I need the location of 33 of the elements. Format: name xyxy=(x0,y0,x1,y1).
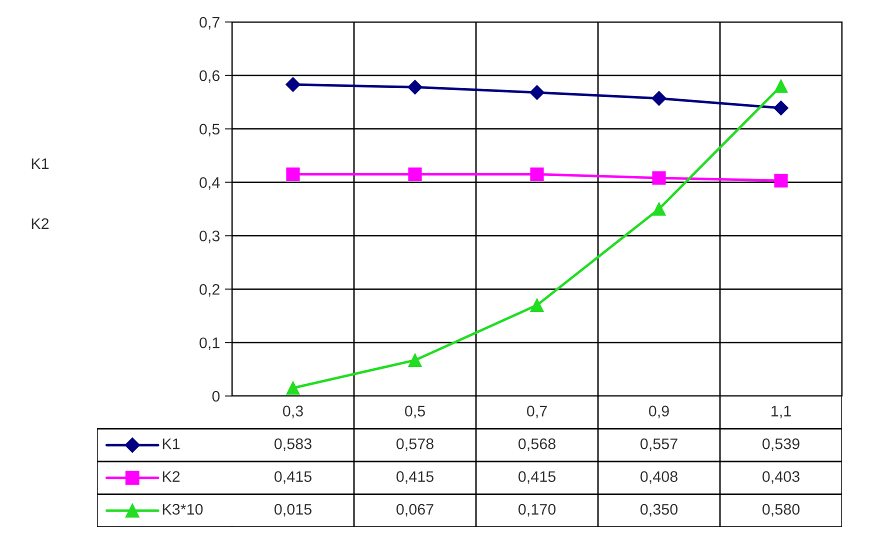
legend-label: K1 xyxy=(162,438,180,450)
x-tick-label: 1,1 xyxy=(772,406,791,418)
data-label: 0,403 xyxy=(762,471,800,484)
data-label: 0,015 xyxy=(274,504,312,517)
x-tick-label: 0,3 xyxy=(282,406,303,418)
legend-label: K3*10 xyxy=(162,504,203,515)
x-tick-label: 0,9 xyxy=(648,406,669,418)
text: K2 xyxy=(32,218,49,229)
y-tick-label: 0 xyxy=(212,390,220,402)
y-tick-label: 0,4 xyxy=(200,177,220,190)
data-label: 0,408 xyxy=(640,471,678,484)
x-tick-label: 0,7 xyxy=(526,406,547,418)
data-label: 0,580 xyxy=(762,504,800,517)
text: K1 xyxy=(32,158,49,169)
data-label: 0,557 xyxy=(640,438,678,452)
data-label: 0,568 xyxy=(518,438,556,452)
data-label: 0,170 xyxy=(518,504,556,517)
y-tick-label: 0,6 xyxy=(200,70,220,83)
data-label: 0,415 xyxy=(274,471,312,484)
y-tick-label: 0,5 xyxy=(200,124,220,136)
y-tick-label: 0,3 xyxy=(200,230,220,244)
data-label: 0,583 xyxy=(274,438,312,452)
data-label: 0,539 xyxy=(762,438,800,452)
data-label: 0,415 xyxy=(396,471,434,484)
y-tick-label: 0,2 xyxy=(200,284,220,297)
data-label: 0,578 xyxy=(396,438,434,452)
y-tick-label: 0,7 xyxy=(200,16,220,30)
data-label: 0,415 xyxy=(518,471,556,484)
legend-label: K2 xyxy=(162,471,180,482)
data-label: 0,067 xyxy=(396,504,434,517)
y-tick-label: 0,1 xyxy=(200,337,220,350)
data-label: 0,350 xyxy=(640,504,678,517)
x-tick-label: 0,5 xyxy=(404,406,425,418)
